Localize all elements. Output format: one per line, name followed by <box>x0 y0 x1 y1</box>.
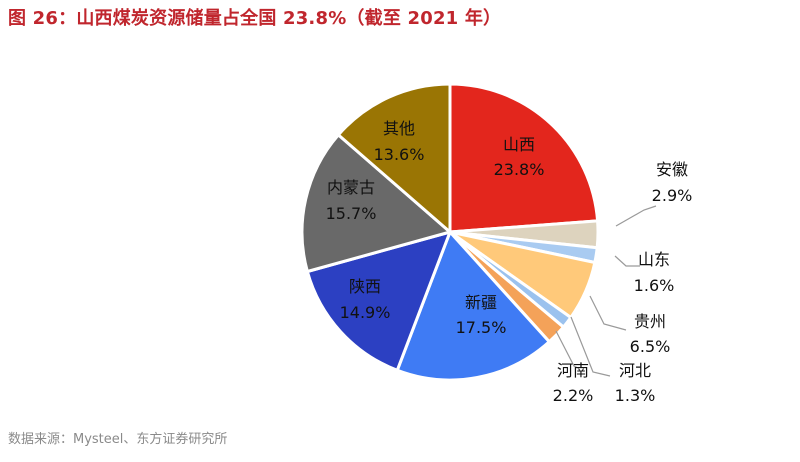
slice-value-xinjiang: 17.5% <box>456 318 507 337</box>
slice-value-guizhou: 6.5% <box>630 337 671 356</box>
slice-value-shandong: 1.6% <box>634 276 675 295</box>
slice-name-henan: 河南 <box>557 361 589 380</box>
slice-name-shandong: 山东 <box>638 250 670 269</box>
slice-value-henan: 2.2% <box>553 386 594 405</box>
leader-line-anhui <box>615 205 657 227</box>
slice-value-other: 13.6% <box>374 145 425 164</box>
slice-value-inner-mongolia: 15.7% <box>326 204 377 223</box>
pie-slice-shanxi <box>448 82 600 234</box>
slice-name-xinjiang: 新疆 <box>465 293 497 312</box>
pie-slice-xinjiang <box>395 230 551 382</box>
leader-line-hebei <box>570 316 611 377</box>
slice-value-hebei: 1.3% <box>615 386 656 405</box>
slice-name-guizhou: 贵州 <box>634 312 666 331</box>
leader-line-shandong <box>614 255 640 267</box>
slice-labels: 山西 23.8% 安徽 2.9% 山东 1.6% 贵州 6.5% 河北 1.3% 河南 2.2% 新疆 1… <box>326 119 693 405</box>
slice-value-anhui: 2.9% <box>652 186 693 205</box>
slice-name-shanxi: 山西 <box>503 135 535 154</box>
slice-name-anhui: 安徽 <box>656 160 688 179</box>
pie-slice-other <box>336 82 452 234</box>
leader-lines <box>555 205 657 377</box>
slice-name-inner-mongolia: 内蒙古 <box>327 178 375 197</box>
slice-name-other: 其他 <box>383 119 415 138</box>
pie-slices <box>300 82 600 382</box>
slice-name-hebei: 河北 <box>619 361 651 380</box>
slice-value-shanxi: 23.8% <box>494 160 545 179</box>
leader-line-henan <box>555 330 579 369</box>
chart-title: 图 26：山西煤炭资源储量占全国 23.8%（截至 2021 年） <box>8 8 502 29</box>
pie-slice-inner-mongolia <box>300 133 452 273</box>
data-source-note: 数据来源：Mysteel、东方证券研究所 <box>8 432 228 447</box>
slice-value-shaanxi: 14.9% <box>340 303 391 322</box>
pie-slice-shaanxi <box>305 230 452 372</box>
slice-name-shaanxi: 陕西 <box>349 277 381 296</box>
leader-line-guizhou <box>589 295 627 331</box>
